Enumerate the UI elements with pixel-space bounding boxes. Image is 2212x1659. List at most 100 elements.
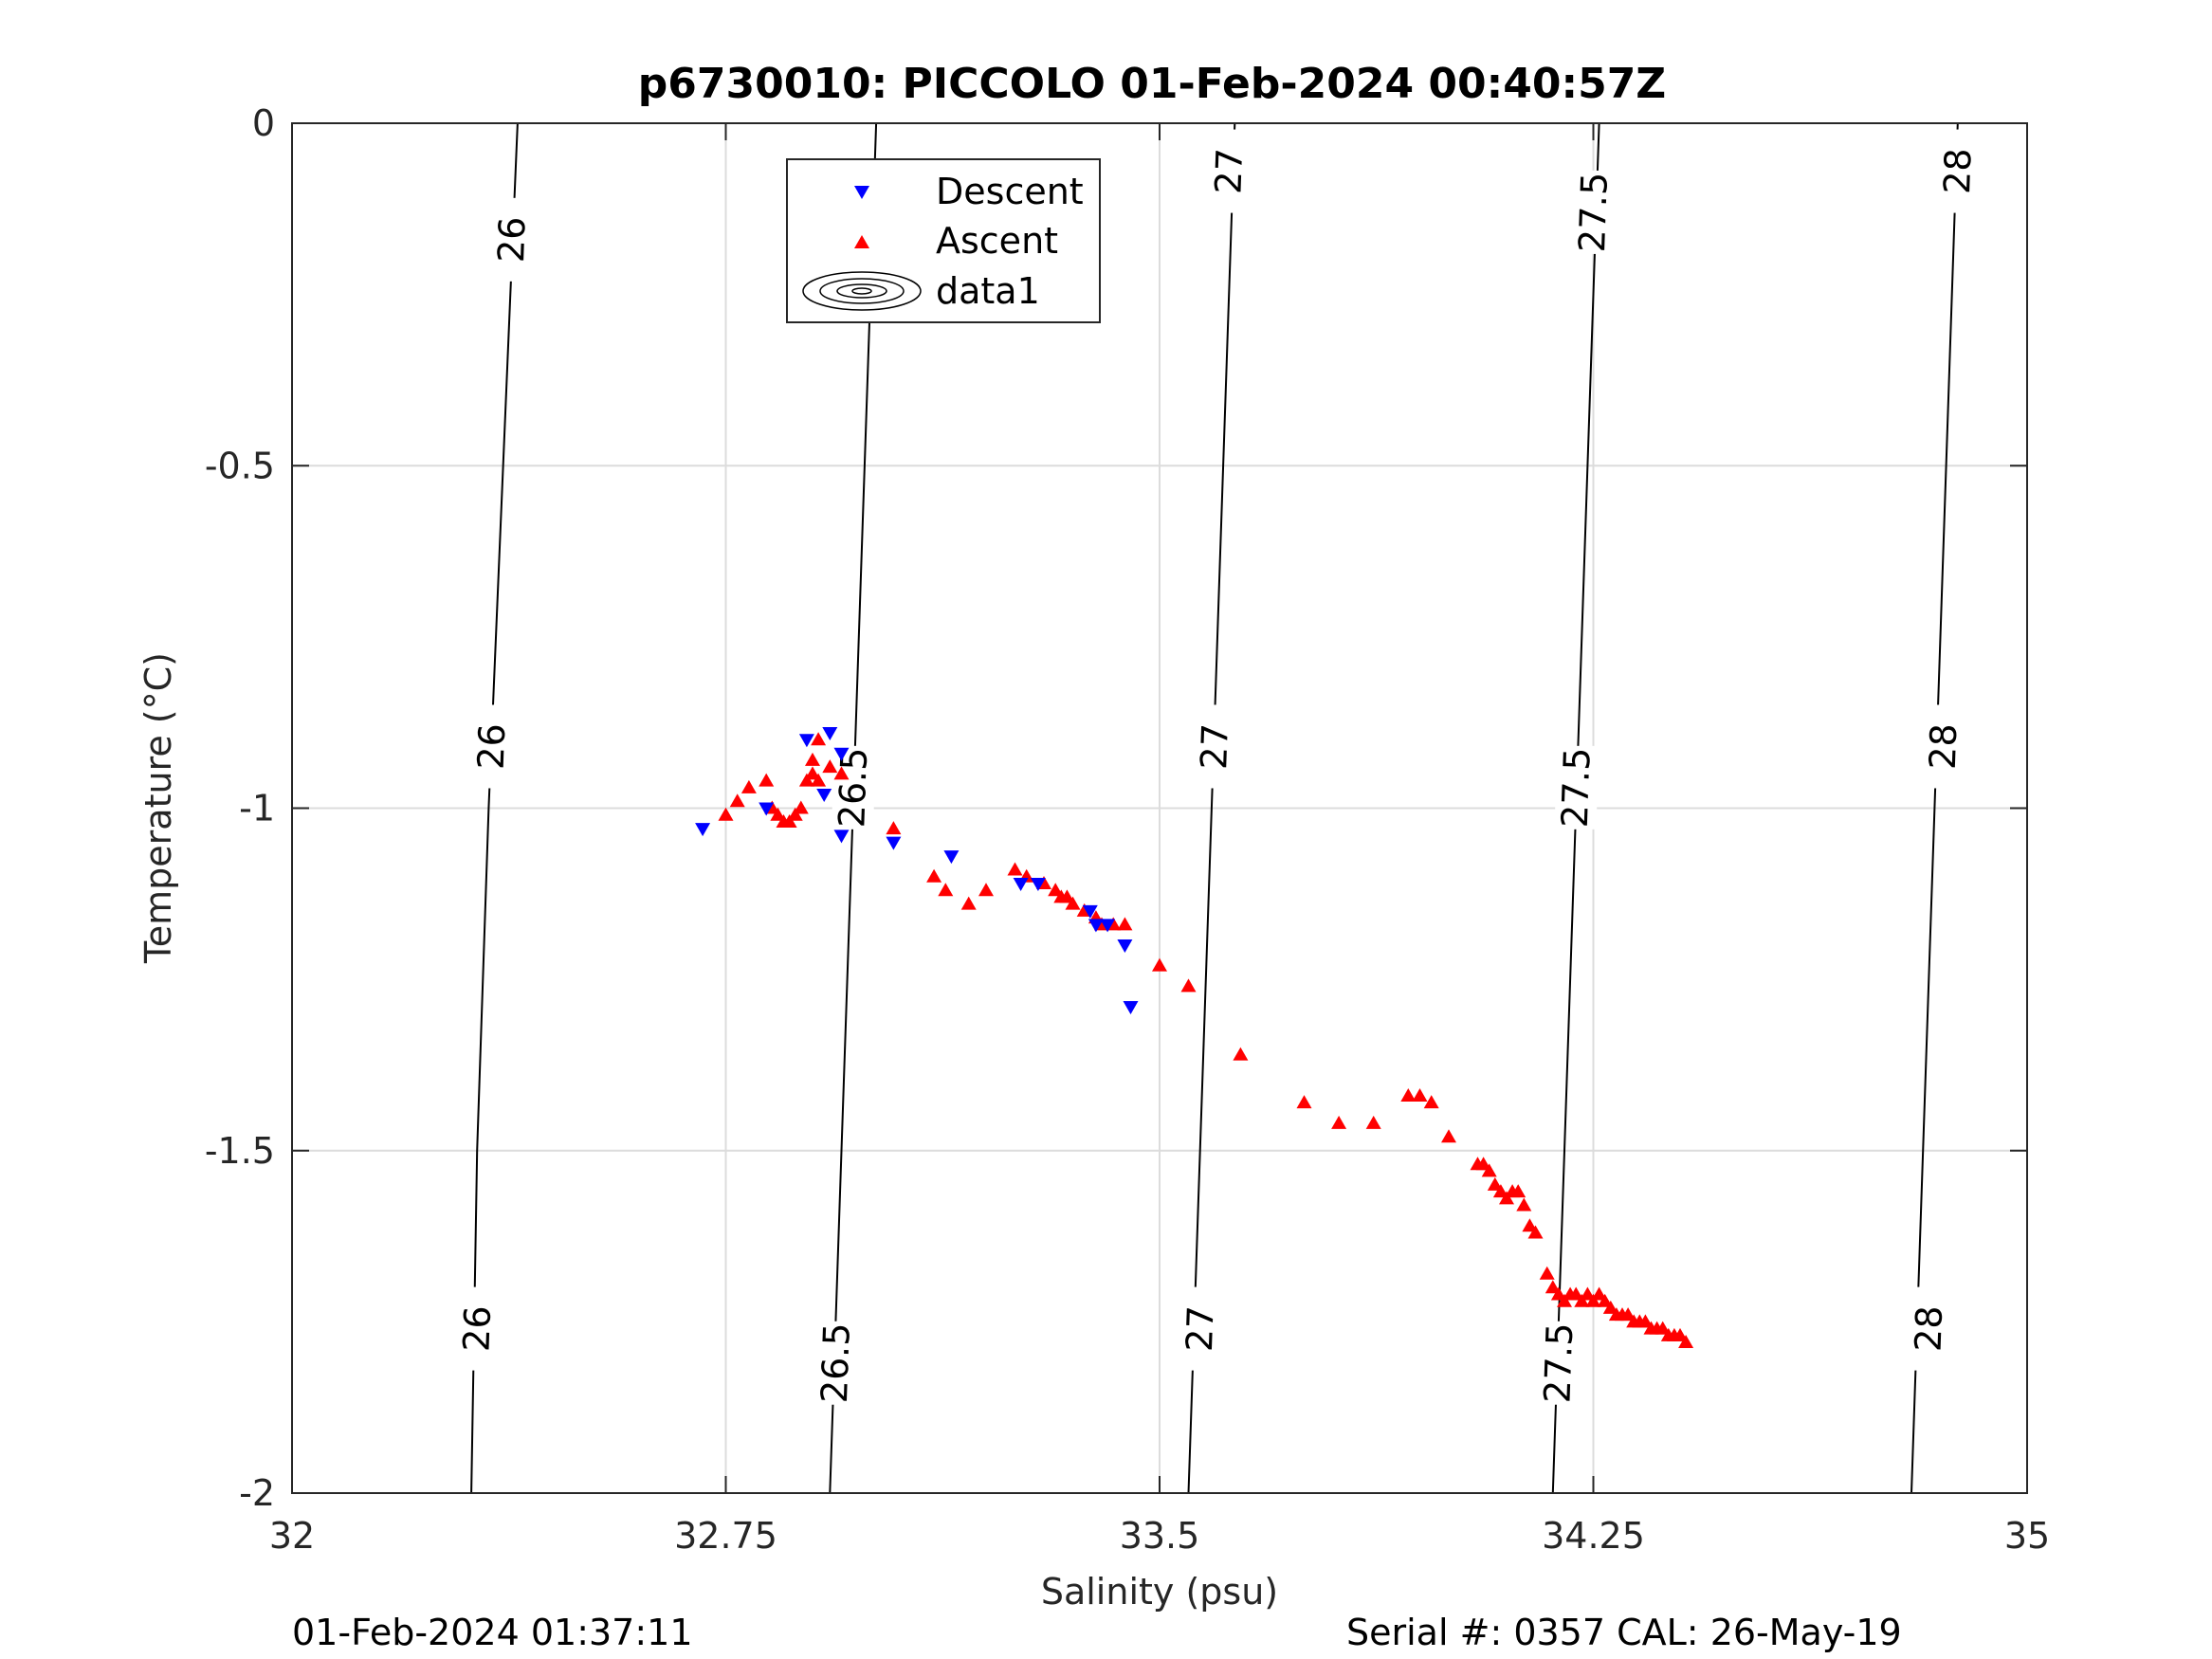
contour-label: 27: [1207, 148, 1251, 195]
legend-ascent-marker: [854, 235, 869, 248]
ascent-point: [1574, 1293, 1590, 1307]
descent-point: [1100, 919, 1116, 933]
ascent-point: [1557, 1293, 1572, 1307]
ascent-point: [1585, 1293, 1601, 1307]
contour-label-gap: [1908, 1286, 1950, 1371]
ascent-point: [781, 813, 797, 828]
contour-label-gap: [456, 1286, 499, 1371]
ascent-point: [1331, 1115, 1347, 1129]
contour-label: 26: [470, 723, 514, 771]
y-tick-label: -1.5: [205, 1130, 275, 1172]
x-tick-label: 35: [2004, 1515, 2050, 1557]
ascent-point: [798, 773, 814, 787]
contour-line-26: [470, 122, 519, 1494]
contour-label: 27.5: [1554, 747, 1599, 829]
descent-point: [1088, 919, 1104, 933]
contour-label-gap: [470, 704, 513, 789]
contour-label-gap: [1537, 1321, 1580, 1405]
ascent-point: [1065, 896, 1081, 910]
y-tick-label: -1: [239, 788, 275, 830]
contour-label-gap: [1572, 170, 1615, 254]
ascent-point: [1048, 883, 1064, 897]
ascent-point: [1591, 1286, 1607, 1301]
legend-data1-label: data1: [936, 270, 1040, 312]
contour-label: 27.5: [1536, 1322, 1581, 1404]
ascent-point: [1522, 1218, 1538, 1232]
ascent-point: [1475, 1157, 1491, 1171]
descent-point: [886, 836, 902, 850]
contour-label-gap: [1208, 129, 1251, 213]
descent-point: [816, 789, 832, 803]
legend-contour-icon: [802, 271, 922, 311]
ascent-point: [1654, 1321, 1671, 1335]
ascent-point: [978, 883, 994, 897]
contour-label: 26.5: [814, 1322, 858, 1404]
ascent-series: [718, 231, 1694, 1349]
contour-label-gap: [490, 197, 533, 282]
ascent-point: [811, 773, 827, 787]
contour-line-28: [1910, 122, 1959, 1494]
ascent-point: [1499, 1191, 1514, 1205]
ascent-point: [1423, 1095, 1439, 1109]
ascent-point: [1637, 1314, 1654, 1328]
ascent-point: [1233, 1047, 1249, 1061]
ascent-point: [1539, 1266, 1555, 1280]
legend-box: [786, 158, 1101, 323]
contour-label-gap: [1922, 704, 1965, 789]
ascent-point: [1441, 1129, 1456, 1143]
ascent-point: [1481, 1163, 1497, 1177]
ascent-point: [770, 807, 786, 821]
ascent-point: [822, 759, 838, 774]
ascent-point: [718, 807, 734, 821]
contour-line-27: [1187, 122, 1236, 1494]
legend: Descent Ascent data1: [786, 158, 1101, 323]
contour-label: 26.5: [831, 747, 875, 829]
ascent-point: [729, 793, 745, 808]
ascent-point: [926, 868, 942, 883]
ascent-point: [759, 773, 775, 787]
ascent-point: [1550, 1286, 1566, 1301]
ascent-point: [805, 752, 820, 766]
contour-label: 27: [1193, 723, 1236, 771]
contour-label-gap: [1179, 1286, 1221, 1371]
x-tick-label: 33.5: [1120, 1515, 1200, 1557]
contour-label: 28: [1907, 1305, 1950, 1353]
ascent-point: [740, 779, 757, 793]
ascent-point: [787, 807, 803, 821]
ascent-point: [1117, 917, 1133, 931]
descent-point: [695, 823, 711, 837]
contour-label-gap: [1936, 129, 1979, 213]
contour-label: 28: [1922, 723, 1965, 771]
ascent-point: [1180, 978, 1197, 993]
ascent-point: [960, 896, 977, 910]
descent-point: [833, 830, 850, 844]
y-axis-label: Temperature (°C): [137, 652, 179, 964]
density-contours: 26262626.526.526.527272727.527.527.52828…: [455, 122, 1980, 1494]
ascent-point: [1059, 889, 1075, 903]
contour-label-gap: [1193, 704, 1235, 789]
ascent-point: [1296, 1095, 1312, 1109]
x-tick-label: 34.25: [1542, 1515, 1645, 1557]
descent-point: [798, 734, 814, 748]
ascent-point: [1365, 1115, 1381, 1129]
contour-label-gap: [1555, 745, 1598, 830]
descent-point: [833, 747, 850, 761]
ascent-point: [938, 883, 954, 897]
legend-ascent-label: Ascent: [936, 220, 1058, 262]
contour-label: 26: [490, 216, 534, 264]
descent-point: [1082, 904, 1098, 919]
ascent-point: [1673, 1327, 1688, 1341]
ascent-point: [1597, 1293, 1613, 1307]
footer-timestamp: 01-Feb-2024 01:37:11: [292, 1612, 693, 1653]
x-axis-label: Salinity (psu): [1041, 1571, 1278, 1613]
contour-label: 28: [1936, 148, 1980, 195]
ascent-point: [1620, 1307, 1636, 1322]
ascent-point: [1580, 1286, 1596, 1301]
ascent-point: [1602, 1300, 1618, 1314]
contour-label: 27.5: [1571, 172, 1616, 253]
ascent-point: [1568, 1286, 1584, 1301]
ascent-point: [1545, 1280, 1561, 1294]
descent-point: [1117, 939, 1133, 953]
descent-series: [695, 186, 1139, 1015]
